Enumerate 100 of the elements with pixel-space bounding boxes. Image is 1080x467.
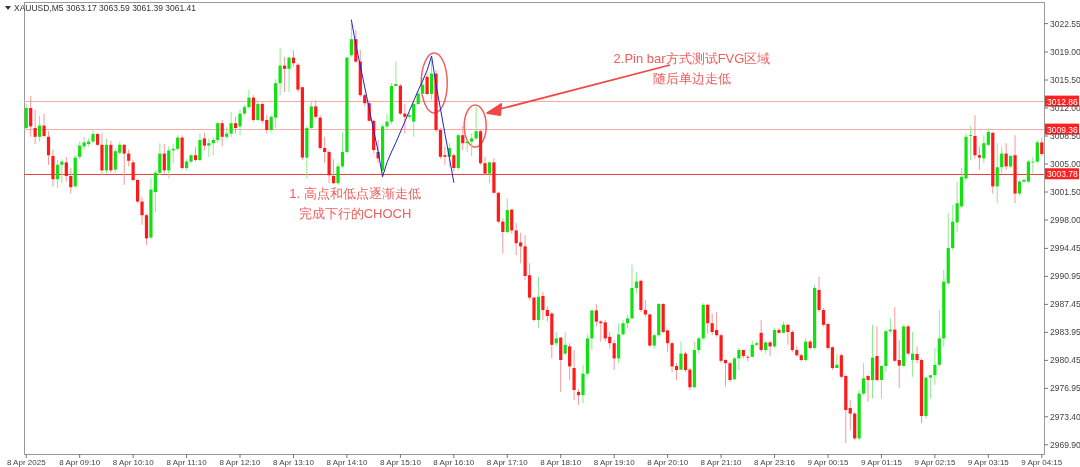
candlestick [211, 136, 215, 156]
x-tick-label: 9 Apr 00:15 [807, 458, 849, 467]
candlestick [207, 137, 211, 158]
candlestick [331, 158, 336, 185]
candlestick [1040, 137, 1044, 157]
x-tick-label: 9 Apr 01:15 [860, 458, 903, 467]
candlestick [122, 143, 126, 186]
candlestick [982, 134, 986, 164]
candlestick [336, 162, 340, 186]
y-tick-label: 3019.00 [1050, 47, 1080, 57]
candlestick [594, 303, 598, 327]
candlestick [866, 374, 870, 403]
candlestick [483, 156, 487, 176]
candlestick [256, 99, 260, 122]
chart-title: XAUUSD,M5 3063.17 3063.59 3061.39 3061.41 [14, 2, 197, 13]
y-tick-label: 3005.00 [1050, 159, 1080, 169]
x-tick-label: 8 Apr 13:10 [273, 458, 315, 467]
candlestick [572, 349, 576, 401]
y-tick-label: 3015.50 [1050, 75, 1080, 85]
candlestick [986, 127, 990, 147]
y-tick-label: 2987.45 [1050, 299, 1080, 310]
candlestick [848, 399, 852, 431]
x-tick-label: 8 Apr 15:10 [379, 458, 422, 467]
candlestick [247, 89, 251, 109]
candlestick [670, 341, 674, 373]
candlestick [772, 327, 777, 349]
candlestick [790, 329, 794, 353]
candlestick [251, 94, 255, 123]
candlestick [287, 56, 291, 93]
candlestick [323, 136, 327, 164]
candlestick [60, 158, 64, 184]
candlestick [514, 222, 518, 256]
y-tick-label: 2976.95 [1050, 383, 1080, 394]
candlestick [804, 337, 808, 363]
x-tick-label: 9 Apr 04:15 [1021, 458, 1063, 467]
candlestick [532, 296, 536, 323]
x-tick-label: 9 Apr 03:15 [967, 458, 1010, 467]
candlestick [216, 121, 220, 144]
x-tick-label: 8 Apr 10:10 [112, 458, 155, 467]
candlestick [955, 181, 959, 233]
candlestick [69, 167, 73, 195]
candlestick [688, 367, 692, 391]
x-tick-label: 8 Apr 12:10 [219, 458, 262, 467]
candlestick [706, 303, 710, 335]
candlestick [429, 59, 434, 101]
candlestick [29, 95, 33, 138]
candlestick [82, 136, 86, 151]
candlestick [167, 145, 171, 179]
candlestick [470, 133, 474, 157]
candlestick [140, 196, 144, 226]
y-tick-label: 2983.95 [1050, 327, 1080, 338]
candlestick [282, 56, 287, 93]
annotation: 1. 高点和低点逐渐走低完成下行的CHOCH [289, 186, 421, 221]
candlestick [278, 47, 282, 96]
candlestick [349, 22, 353, 58]
candlestick [412, 101, 416, 138]
annotation: 2.Pin bar方式测试FVG区域随后单边走低 [613, 51, 771, 86]
candlestick [541, 291, 545, 321]
candlestick [403, 103, 407, 135]
candlestick [759, 319, 763, 353]
x-tick-label: 8 Apr 09:10 [59, 458, 101, 467]
x-tick-label: 8 Apr 11:10 [166, 458, 208, 467]
x-tick-label: 8 Apr 19:10 [593, 458, 636, 467]
candlestick [710, 313, 714, 336]
candlestick [314, 99, 318, 119]
y-tick-label: 2969.90 [1050, 439, 1080, 450]
x-tick-label: 8 Apr 23:16 [754, 458, 796, 467]
candlestick [461, 125, 465, 151]
candlestick [732, 356, 737, 381]
candlestick [870, 324, 875, 399]
candlestick [911, 331, 915, 378]
candlestick [728, 361, 732, 383]
candlestick [64, 156, 68, 183]
candlestick [394, 61, 398, 87]
y-tick-label: 2998.00 [1050, 215, 1080, 225]
x-tick-label: 9 Apr 02:15 [914, 458, 956, 467]
candlestick [786, 323, 790, 346]
candlestick [340, 131, 345, 169]
candlestick [603, 319, 607, 343]
candlestick [113, 147, 117, 174]
candlestick [617, 322, 621, 364]
candlestick [37, 115, 42, 143]
candlestick [768, 340, 772, 357]
candlestick [634, 271, 639, 295]
y-tick-label: 3001.50 [1050, 187, 1080, 197]
candlestick [220, 119, 224, 147]
candlestick [559, 336, 563, 393]
candlestick [928, 374, 933, 399]
candlestick [568, 342, 572, 381]
candlestick [501, 217, 505, 255]
x-tick-label: 8 Apr 17:10 [486, 458, 529, 467]
candlestick [915, 345, 919, 364]
candlestick [309, 101, 313, 130]
candlestick [933, 347, 937, 386]
candlestick [746, 354, 750, 363]
candlestick [968, 125, 973, 161]
candlestick [327, 149, 331, 184]
y-tick-label: 2980.45 [1050, 355, 1080, 366]
x-tick-label: 8 Apr 16:10 [433, 458, 475, 467]
candlestick [862, 362, 866, 396]
